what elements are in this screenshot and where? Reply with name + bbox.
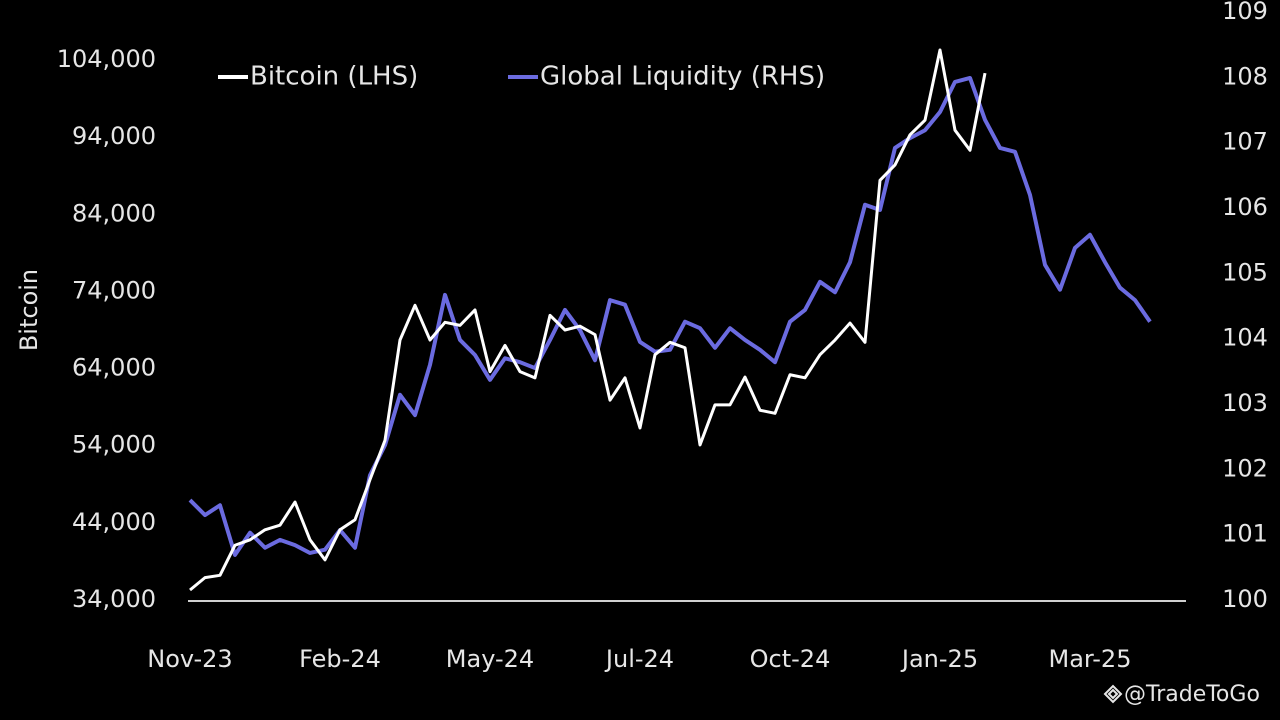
series-line [189,48,987,592]
y-tick-label: 64,000 [72,354,156,382]
y-tick-label: 94,000 [72,122,156,150]
y2-tick-label: 106 [1222,193,1268,221]
y2-tick-label: 104 [1222,324,1268,352]
watermark-icon [1103,684,1123,704]
x-tick-label: Mar-25 [1049,645,1132,673]
y2-tick-label: 101 [1222,520,1268,548]
y-tick-label: 44,000 [72,508,156,536]
watermark-text: @TradeToGo [1124,682,1260,707]
x-tick-label: Oct-24 [750,645,831,673]
legend-label: Bitcoin (LHS) [250,62,418,92]
y2-tick-label: 100 [1222,585,1268,613]
y-tick-label: 34,000 [72,585,156,613]
y2-tick-label: 103 [1222,389,1268,417]
x-tick-label: Jul-24 [604,645,674,673]
y2-tick-label: 102 [1222,454,1268,482]
y2-tick-label: 107 [1222,128,1268,156]
y-tick-label: 84,000 [72,199,156,227]
x-tick-label: Feb-24 [299,645,381,673]
y2-tick-label: 109 [1222,0,1268,25]
legend-label: Global Liquidity (RHS) [540,62,825,92]
series-line [188,75,1152,557]
y-tick-label: 54,000 [72,431,156,459]
y-tick-label: 74,000 [72,276,156,304]
x-tick-label: Nov-23 [147,645,232,673]
y-axis-label: Bitcoin [15,269,43,351]
y2-tick-label: 105 [1222,258,1268,286]
x-tick-label: Jan-25 [900,645,978,673]
watermark: @TradeToGo [1103,682,1260,707]
y2-tick-label: 108 [1222,62,1268,90]
y-tick-label: 104,000 [57,45,156,73]
x-tick-label: May-24 [446,645,534,673]
